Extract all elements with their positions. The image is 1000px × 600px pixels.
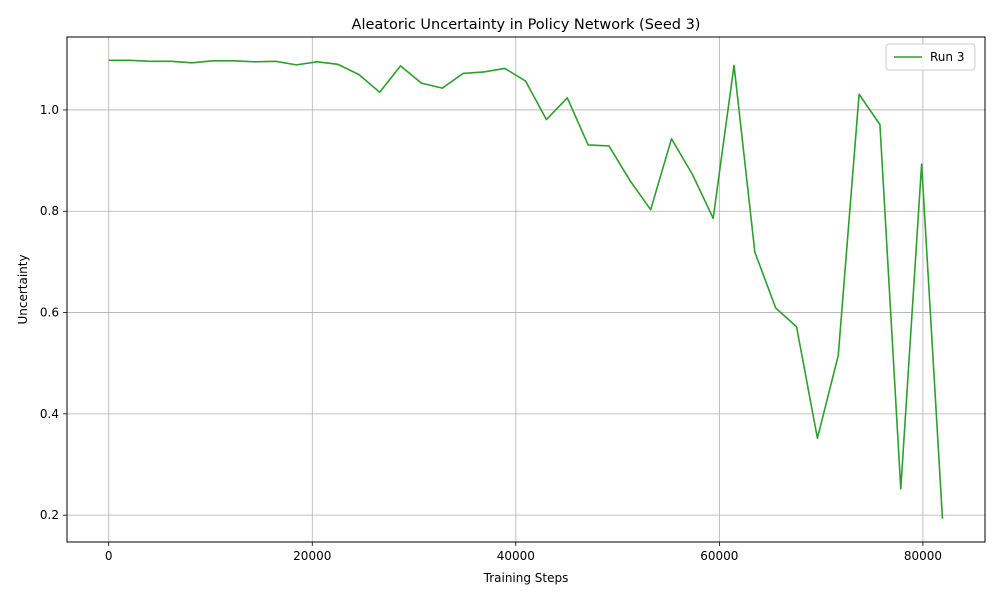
y-axis-label: Uncertainty bbox=[16, 254, 30, 324]
series-lines bbox=[108, 59, 944, 519]
legend-box bbox=[885, 43, 976, 71]
x-tick-label: 60000 bbox=[700, 549, 738, 563]
y-tick-label: 0.6 bbox=[40, 306, 59, 320]
x-axis-label: Training Steps bbox=[483, 571, 569, 585]
x-tick-label: 20000 bbox=[293, 549, 331, 563]
y-axis-ticks: 0.2 0.4 0.6 0.8 1.0 bbox=[40, 103, 67, 522]
legend: Run 3 bbox=[885, 43, 976, 71]
y-tick-label: 0.8 bbox=[40, 204, 59, 218]
x-tick-label: 40000 bbox=[497, 549, 535, 563]
y-tick-label: 1.0 bbox=[40, 103, 59, 117]
y-tick-label: 0.4 bbox=[40, 407, 59, 421]
x-tick-label: 0 bbox=[105, 549, 113, 563]
x-axis-ticks: 0 20000 40000 60000 80000 bbox=[105, 542, 942, 563]
series-line-run-3 bbox=[108, 59, 944, 519]
legend-label: Run 3 bbox=[930, 50, 964, 64]
plot-frame bbox=[66, 36, 986, 543]
y-tick-label: 0.2 bbox=[40, 508, 59, 522]
x-tick-label: 80000 bbox=[904, 549, 942, 563]
grid-lines bbox=[67, 37, 985, 542]
chart-title: Aleatoric Uncertainty in Policy Network … bbox=[352, 17, 701, 33]
